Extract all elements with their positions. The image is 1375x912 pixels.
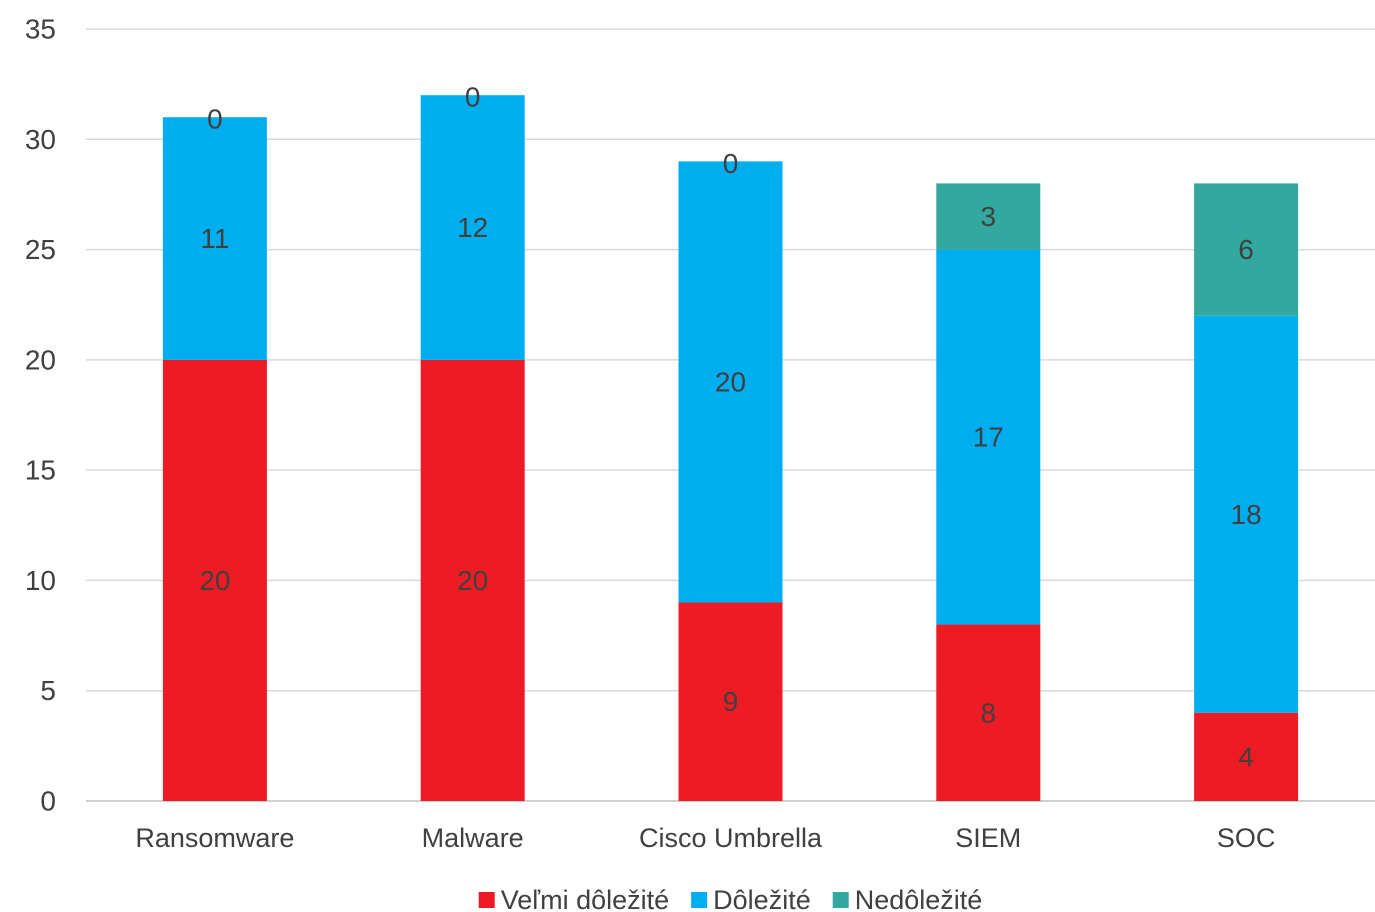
y-tick-label: 30 — [25, 124, 56, 155]
x-category-label: Cisco Umbrella — [639, 823, 823, 853]
legend-label: Dôležité — [713, 885, 811, 912]
bar-segment — [1194, 183, 1299, 316]
x-category-label: Ransomware — [135, 823, 294, 853]
data-label: 20 — [457, 565, 488, 596]
bar-segment — [936, 624, 1041, 801]
legend-swatch — [832, 892, 849, 908]
bar-segment — [936, 249, 1041, 625]
x-category-label: SIEM — [955, 823, 1021, 853]
data-label: 11 — [200, 223, 229, 254]
data-label: 20 — [199, 565, 230, 596]
data-label: 6 — [1238, 234, 1254, 265]
bar-segment — [162, 117, 267, 360]
y-tick-label: 5 — [40, 675, 56, 706]
y-tick-label: 15 — [25, 455, 56, 486]
data-label: 4 — [1238, 741, 1254, 772]
data-label: 8 — [981, 697, 997, 728]
y-tick-label: 0 — [40, 786, 56, 817]
y-tick-label: 35 — [25, 14, 56, 45]
legend: Veľmi dôležité Dôležité Nedôležité — [478, 885, 983, 912]
data-label: 20 — [715, 366, 746, 397]
legend-label: Nedôležité — [855, 885, 983, 912]
data-label: 17 — [973, 422, 1004, 453]
bar-segment — [678, 602, 783, 801]
data-label: 0 — [723, 148, 739, 179]
bar-segment — [420, 95, 525, 360]
legend-label: Veľmi dôležité — [501, 885, 669, 912]
bar-segment — [678, 161, 783, 603]
legend-swatch — [478, 892, 495, 908]
data-labels: 20 11 0 20 12 0 9 20 0 8 17 3 4 18 6 — [199, 82, 1261, 773]
x-category-label: SOC — [1217, 823, 1276, 853]
bar-segment — [936, 183, 1041, 250]
y-tick-label: 20 — [25, 344, 56, 375]
data-label: 12 — [457, 212, 488, 243]
data-label: 9 — [723, 686, 739, 717]
data-label: 18 — [1231, 499, 1262, 530]
y-tick-label: 10 — [25, 565, 56, 596]
bar-segment — [1194, 712, 1299, 801]
bar-segment — [162, 359, 267, 801]
x-category-label: Malware — [422, 823, 524, 853]
legend-swatch — [691, 892, 708, 908]
bar-segment — [1194, 315, 1299, 713]
bars — [162, 95, 1299, 801]
y-tick-label: 25 — [25, 234, 56, 265]
x-axis-category-labels: Ransomware Malware Cisco Umbrella SIEM SOC — [135, 823, 1275, 853]
data-label: 0 — [207, 104, 223, 135]
data-label: 3 — [981, 201, 997, 232]
data-label: 0 — [465, 82, 481, 113]
y-axis-tick-labels: 0 5 10 15 20 25 30 35 — [25, 14, 56, 817]
bar-segment — [420, 359, 525, 801]
